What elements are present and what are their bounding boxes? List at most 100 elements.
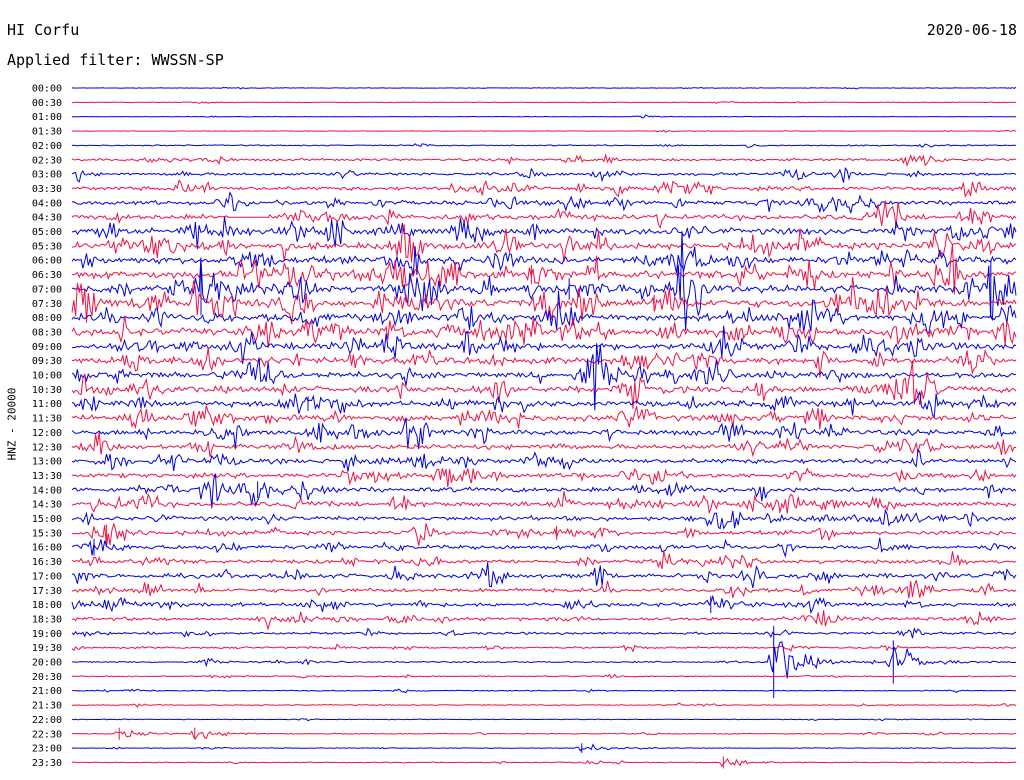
trace-line (72, 100, 1016, 105)
trace-line (71, 243, 1017, 295)
row-time-label: 19:30 (32, 643, 62, 654)
trace-line (71, 290, 1017, 334)
trace-line (71, 405, 1017, 430)
trace-line (71, 537, 1017, 559)
row-time-label: 02:00 (32, 141, 62, 152)
row-time-label: 03:30 (32, 184, 62, 195)
row-time-label: 00:30 (32, 98, 62, 109)
row-time-label: 17:00 (32, 571, 62, 582)
row-time-label: 01:30 (32, 127, 62, 138)
trace-line (71, 473, 1017, 509)
row-time-label: 02:30 (32, 155, 62, 166)
station-title: HI Corfu (7, 21, 80, 39)
filter-label: Applied filter: WWSSN-SP (7, 51, 224, 69)
row-time-label: 21:30 (32, 701, 62, 712)
trace-line (71, 610, 1017, 631)
trace-line (71, 508, 1017, 530)
trace-line (71, 641, 1017, 679)
trace-line (71, 743, 1017, 752)
row-time-label: 12:30 (32, 442, 62, 453)
row-time-label: 18:30 (32, 614, 62, 625)
trace-line (71, 114, 1017, 119)
trace-line (71, 347, 1017, 378)
trace-line (71, 431, 1017, 458)
trace-line (71, 758, 1017, 768)
trace-line (71, 223, 1017, 263)
row-time-label: 20:30 (32, 672, 62, 683)
row-time-label: 07:00 (32, 284, 62, 295)
row-time-label: 23:00 (32, 744, 62, 755)
trace-line (71, 491, 1017, 515)
trace-line (71, 179, 1017, 198)
row-time-label: 11:00 (32, 399, 62, 410)
row-time-label: 13:00 (32, 457, 62, 468)
row-time-label: 07:30 (32, 299, 62, 310)
row-time-label: 15:00 (32, 514, 62, 525)
trace-line (71, 729, 1017, 740)
row-time-label: 03:00 (32, 170, 62, 181)
row-time-label: 10:00 (32, 371, 62, 382)
trace-line (71, 152, 1017, 168)
row-time-label: 14:00 (32, 485, 62, 496)
row-time-label: 04:00 (32, 198, 62, 209)
row-time-label: 08:00 (32, 313, 62, 324)
trace-line (71, 418, 1017, 450)
plot-date: 2020-06-18 (926, 21, 1017, 39)
trace-line (71, 325, 1017, 365)
row-time-label: 19:00 (32, 629, 62, 640)
row-time-label: 18:00 (32, 600, 62, 611)
row-time-label: 21:00 (32, 686, 62, 697)
row-time-label: 22:00 (32, 715, 62, 726)
trace-line (71, 315, 1017, 348)
trace-line (71, 246, 1017, 277)
row-time-label: 15:30 (32, 528, 62, 539)
row-time-label: 06:30 (32, 270, 62, 281)
row-time-label: 06:00 (32, 256, 62, 267)
row-time-label: 23:30 (32, 758, 62, 769)
trace-line (71, 167, 1017, 183)
row-time-label: 01:00 (32, 112, 62, 123)
trace-line (71, 562, 1017, 589)
trace-line (71, 129, 1017, 133)
trace-line (71, 200, 1017, 229)
row-time-label: 10:30 (32, 385, 62, 396)
row-time-label: 09:00 (32, 342, 62, 353)
trace-line (71, 390, 1017, 418)
trace-line (71, 343, 1017, 411)
trace-line (71, 643, 1017, 653)
trace-line (71, 277, 1017, 325)
row-time-label: 17:30 (32, 586, 62, 597)
row-time-label: 16:00 (32, 543, 62, 554)
row-time-label: 14:30 (32, 500, 62, 511)
trace-line (71, 578, 1017, 599)
trace-line (71, 718, 1017, 722)
trace-line (71, 702, 1017, 708)
trace-line (71, 627, 1017, 639)
row-time-label: 13:30 (32, 471, 62, 482)
trace-line (71, 673, 1017, 679)
trace-line (71, 86, 1017, 90)
row-time-label: 11:30 (32, 414, 62, 425)
row-time-label: 05:00 (32, 227, 62, 238)
row-time-label: 16:30 (32, 557, 62, 568)
trace-line (71, 467, 1017, 488)
trace-line (72, 216, 1017, 250)
trace-line (71, 191, 1017, 214)
row-time-label: 04:30 (32, 213, 62, 224)
row-time-label: 00:00 (32, 84, 62, 95)
row-time-label: 09:30 (32, 356, 62, 367)
trace-line (71, 522, 1017, 547)
row-time-label: 08:30 (32, 327, 62, 338)
row-time-label: 20:00 (32, 658, 62, 669)
trace-line (71, 360, 1017, 409)
row-time-label: 05:30 (32, 241, 62, 252)
trace-line (71, 231, 1017, 331)
trace-line (71, 143, 1017, 148)
row-time-label: 12:00 (32, 428, 62, 439)
trace-line (72, 688, 1017, 694)
trace-line (71, 550, 1017, 570)
trace-line (71, 448, 1017, 472)
trace-line (71, 594, 1017, 615)
row-time-label: 22:30 (32, 729, 62, 740)
